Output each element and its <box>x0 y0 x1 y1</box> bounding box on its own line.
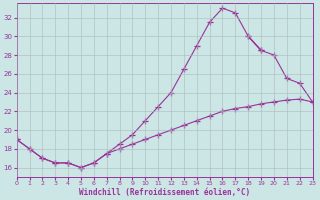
X-axis label: Windchill (Refroidissement éolien,°C): Windchill (Refroidissement éolien,°C) <box>79 188 250 197</box>
